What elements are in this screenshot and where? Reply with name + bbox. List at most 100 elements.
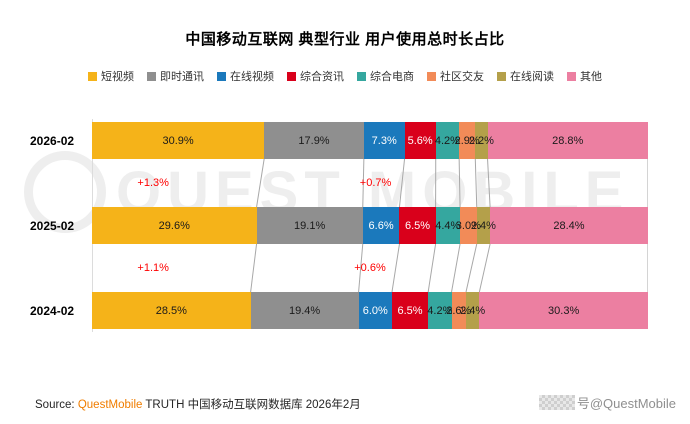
bar-value-label: 17.9% xyxy=(298,134,330,147)
bar-segment: 28.4% xyxy=(490,207,648,244)
bar-segment: 19.4% xyxy=(250,292,359,329)
legend-label: 在线阅读 xyxy=(510,71,554,83)
gap-spacer xyxy=(30,159,92,207)
bar-segment: 28.5% xyxy=(92,292,251,329)
legend-item: 短视频 xyxy=(88,68,134,84)
legend-label: 即时通讯 xyxy=(160,71,204,83)
category-label: 2024-02 xyxy=(30,303,75,318)
account-watermark: 号@QuestMobile xyxy=(538,393,676,412)
bar-value-label: 2.4% xyxy=(460,304,486,317)
legend-item: 综合资讯 xyxy=(287,68,344,84)
bar-value-label: 3.0% xyxy=(455,219,481,232)
legend-label: 综合资讯 xyxy=(300,71,344,83)
legend-swatch-icon xyxy=(567,71,576,81)
chart-gap: +1.3% +0.7% xyxy=(30,159,648,207)
bar-value-label: 4.2% xyxy=(427,304,453,317)
bar-value-label: 6.6% xyxy=(368,219,394,232)
bar-segment: 7.3% xyxy=(363,122,405,159)
bar-value-label: 6.0% xyxy=(362,304,388,317)
bar-value-label: 2.9% xyxy=(454,134,480,147)
chart-row: 2024-02 28.5% 19.4% 6.0% 6.5% 4.2% 2.6% 2.4% 30.… xyxy=(30,292,648,329)
bar-segment: 19.1% xyxy=(256,207,363,244)
bar-value-label: 28.5% xyxy=(155,304,187,317)
legend-swatch-icon xyxy=(147,71,156,81)
connector-zone: +1.1% +0.6% xyxy=(92,244,648,292)
chart-title: 中国移动互联网 典型行业 用户使用总时长占比 xyxy=(185,31,505,48)
bar-segment: 4.2% xyxy=(434,122,460,159)
bar-segment: 6.0% xyxy=(358,292,392,329)
change-label: +1.1% xyxy=(137,262,169,274)
legend-item: 在线视频 xyxy=(217,68,274,84)
bar-segment: 4.2% xyxy=(427,292,453,329)
legend-label: 其他 xyxy=(580,71,602,83)
bar-segment: 2.4% xyxy=(471,207,496,244)
bar-value-label: 28.4% xyxy=(553,219,585,232)
stacked-bar: 29.6% 19.1% 6.6% 6.5% 4.4% 3.0% 2.4% 28.4% xyxy=(92,207,648,244)
footer: Source: QuestMobile TRUTH 中国移动互联网数据库 202… xyxy=(35,393,676,412)
bar-segment: 30.9% xyxy=(92,122,265,159)
bar-value-label: 30.3% xyxy=(548,304,580,317)
account-handle: 号@QuestMobile xyxy=(576,396,676,411)
change-label: +0.6% xyxy=(354,262,386,274)
stacked-bar: 30.9% 17.9% 7.3% 5.6% 4.2% 2.9% 2.2% 28.8% xyxy=(92,122,648,159)
connector-zone: +1.3% +0.7% xyxy=(92,159,648,207)
bar-segment: 2.2% xyxy=(469,122,494,159)
bar-segment: 2.6% xyxy=(446,292,471,329)
bar-segment: 17.9% xyxy=(264,122,364,159)
legend-item: 综合电商 xyxy=(357,68,414,84)
stacked-bar: 28.5% 19.4% 6.0% 6.5% 4.2% 2.6% 2.4% 30.3% xyxy=(92,292,648,329)
chart-legend: 短视频 即时通讯 在线视频 综合资讯 综合电商 社区交友 在线阅读 其他 xyxy=(0,68,690,84)
bar-value-label: 6.5% xyxy=(397,304,423,317)
connector-lines xyxy=(256,159,648,207)
bar-segment: 3.0% xyxy=(456,207,481,244)
bar-segment: 28.8% xyxy=(487,122,648,159)
change-label: +1.3% xyxy=(137,177,169,189)
legend-swatch-icon xyxy=(287,71,296,81)
bar-value-label: 19.4% xyxy=(288,304,321,317)
bar-value-label: 19.1% xyxy=(294,219,326,232)
legend-item: 其他 xyxy=(567,68,602,84)
legend-label: 短视频 xyxy=(101,71,134,83)
legend-item: 社区交友 xyxy=(427,68,484,84)
legend-swatch-icon xyxy=(357,71,366,81)
bar-value-label: 6.5% xyxy=(404,219,431,232)
source-prefix: Source: xyxy=(35,399,75,411)
bar-value-label: 4.4% xyxy=(435,219,461,232)
bar-value-label: 7.3% xyxy=(371,134,397,147)
source-line: Source: QuestMobile TRUTH 中国移动互联网数据库 202… xyxy=(35,396,361,412)
legend-item: 在线阅读 xyxy=(497,68,554,84)
bar-value-label: 30.9% xyxy=(162,134,194,147)
bar-segment: 29.6% xyxy=(92,207,257,244)
bar-value-label: 2.6% xyxy=(446,304,472,317)
chart-row: 2025-02 29.6% 19.1% 6.6% 6.5% 4.4% 3.0% 2.4% 28.… xyxy=(30,207,648,244)
pixelated-censor-block xyxy=(538,395,575,410)
bar-segment: 30.3% xyxy=(479,292,648,329)
stacked-bar-chart: 2026-02 30.9% 17.9% 7.3% 5.6% 4.2% 2.9% 2.2% 28.… xyxy=(30,119,648,332)
bar-segment: 6.5% xyxy=(391,292,429,329)
bar-segment: 2.9% xyxy=(455,122,480,159)
source-brand: QuestMobile xyxy=(77,399,143,411)
bar-value-label: 2.2% xyxy=(468,134,494,147)
bar-value-label: 28.8% xyxy=(552,134,584,147)
legend-label: 在线视频 xyxy=(230,71,274,83)
chart-row: 2026-02 30.9% 17.9% 7.3% 5.6% 4.2% 2.9% 2.2% 28.… xyxy=(30,122,648,159)
legend-swatch-icon xyxy=(88,71,97,81)
category-label: 2025-02 xyxy=(30,218,75,233)
bar-segment: 6.5% xyxy=(399,207,436,244)
legend-swatch-icon xyxy=(217,71,226,81)
connector-lines xyxy=(250,244,648,292)
source-suffix: TRUTH 中国移动互联网数据库 2026年2月 xyxy=(145,399,361,411)
bar-segment: 6.6% xyxy=(362,207,400,244)
bar-value-label: 5.6% xyxy=(407,134,433,147)
legend-label: 综合电商 xyxy=(370,71,414,83)
category-label: 2026-02 xyxy=(30,133,75,148)
legend-swatch-icon xyxy=(427,71,436,81)
bar-segment: 4.4% xyxy=(435,207,461,244)
bar-value-label: 4.2% xyxy=(434,134,460,147)
gap-spacer xyxy=(30,244,92,292)
legend-label: 社区交友 xyxy=(440,71,484,83)
legend-item: 即时通讯 xyxy=(147,68,204,84)
change-label: +0.7% xyxy=(359,177,392,189)
bar-segment: 2.4% xyxy=(460,292,485,329)
